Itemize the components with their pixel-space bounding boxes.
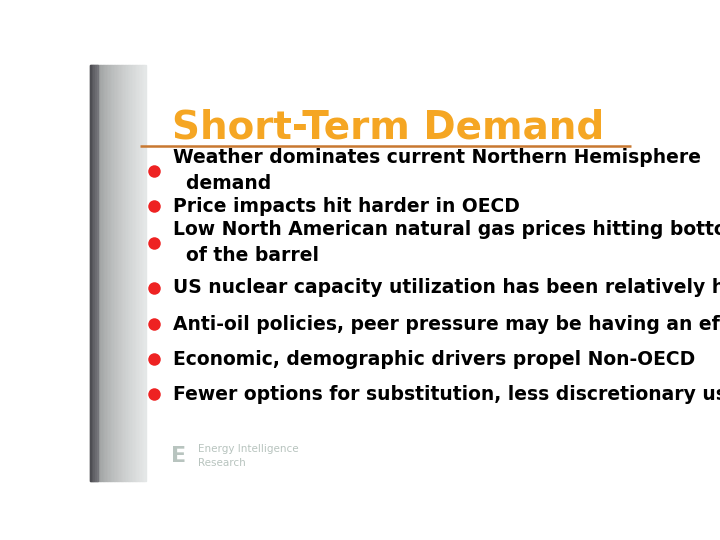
Text: Economic, demographic drivers propel Non-OECD: Economic, demographic drivers propel Non…: [173, 350, 695, 369]
Bar: [140, 65, 142, 481]
Bar: [111, 65, 112, 481]
Bar: [135, 65, 136, 481]
Bar: [108, 65, 109, 481]
Bar: [101, 65, 102, 481]
Bar: [96, 65, 99, 481]
Bar: [99, 65, 100, 481]
Bar: [90, 65, 91, 481]
Bar: [100, 65, 101, 481]
Bar: [133, 65, 135, 481]
Bar: [115, 65, 117, 481]
Bar: [127, 65, 129, 481]
Bar: [143, 65, 145, 481]
Bar: [120, 65, 121, 481]
Bar: [94, 65, 95, 481]
Text: Price impacts hit harder in OECD: Price impacts hit harder in OECD: [173, 197, 519, 215]
Bar: [94, 65, 96, 481]
Text: Energy Intelligence
Research: Energy Intelligence Research: [198, 444, 298, 468]
Bar: [124, 65, 125, 481]
Text: Low North American natural gas prices hitting bottom
  of the barrel: Low North American natural gas prices hi…: [173, 220, 720, 265]
Text: Anti-oil policies, peer pressure may be having an effect: Anti-oil policies, peer pressure may be …: [173, 315, 720, 334]
Bar: [118, 65, 120, 481]
Bar: [130, 65, 132, 481]
Bar: [95, 65, 96, 481]
Bar: [129, 65, 130, 481]
Text: E: E: [171, 446, 186, 465]
Bar: [109, 65, 111, 481]
Bar: [105, 65, 107, 481]
Bar: [121, 65, 122, 481]
Text: US nuclear capacity utilization has been relatively high: US nuclear capacity utilization has been…: [173, 278, 720, 297]
Bar: [90, 65, 91, 481]
Text: Fewer options for substitution, less discretionary use: Fewer options for substitution, less dis…: [173, 384, 720, 403]
Bar: [97, 65, 99, 481]
Bar: [138, 65, 139, 481]
Bar: [117, 65, 118, 481]
Bar: [112, 65, 114, 481]
Bar: [91, 65, 93, 481]
Text: Weather dominates current Northern Hemisphere
  demand: Weather dominates current Northern Hemis…: [173, 148, 701, 193]
Bar: [122, 65, 124, 481]
Text: Short-Term Demand: Short-Term Demand: [172, 109, 605, 146]
Bar: [91, 65, 94, 481]
Bar: [96, 65, 97, 481]
Bar: [139, 65, 140, 481]
Bar: [107, 65, 108, 481]
Bar: [126, 65, 127, 481]
Bar: [104, 65, 105, 481]
Bar: [102, 65, 104, 481]
Bar: [136, 65, 138, 481]
Bar: [114, 65, 115, 481]
Bar: [125, 65, 126, 481]
Bar: [93, 65, 94, 481]
Bar: [142, 65, 143, 481]
Bar: [132, 65, 133, 481]
